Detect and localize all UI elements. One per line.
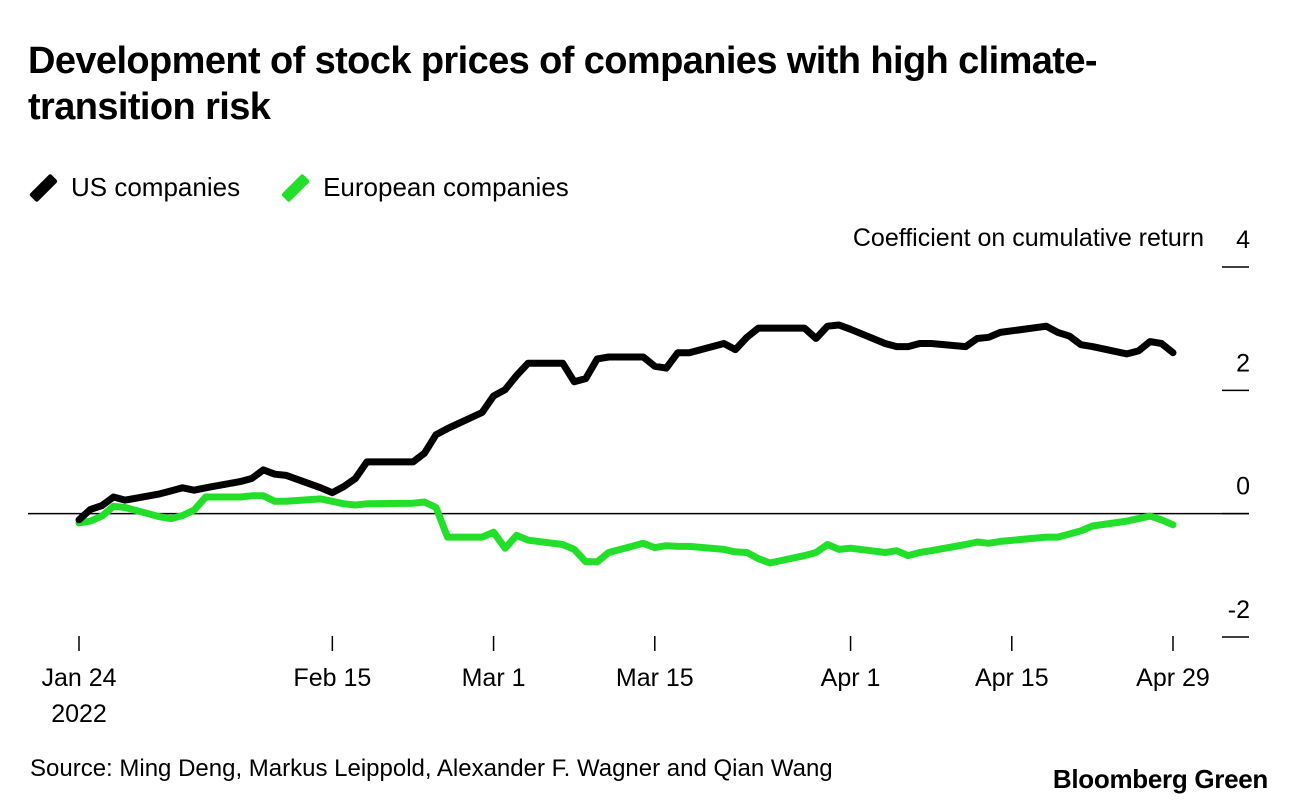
y-tick-label: -2 bbox=[1228, 596, 1250, 624]
axis-layer: Coefficient on cumulative return 4 2 0 -2 Jan… bbox=[28, 224, 1250, 728]
x-tick-label: Mar 1 bbox=[462, 664, 526, 692]
x-tick-label: Feb 15 bbox=[293, 664, 371, 692]
x-tick-label: Apr 29 bbox=[1136, 664, 1210, 692]
y-axis-label: Coefficient on cumulative return bbox=[853, 224, 1204, 252]
source-note: Source: Ming Deng, Markus Leippold, Alex… bbox=[30, 755, 833, 782]
x-tick-label: Apr 1 bbox=[821, 664, 881, 692]
series-line-us-companies bbox=[75, 321, 1177, 524]
chart-legend: US companies European companies bbox=[29, 172, 611, 203]
legend-label-europe: European companies bbox=[323, 172, 569, 202]
x-tick-sublabel: 2022 bbox=[51, 700, 107, 728]
y-tick-label: 2 bbox=[1236, 349, 1250, 377]
brand-logo: Bloomberg Green bbox=[1052, 764, 1268, 794]
x-tick-label: Mar 15 bbox=[616, 664, 694, 692]
x-tick-label: Apr 15 bbox=[975, 664, 1049, 692]
chart-title: Development of stock prices of companies… bbox=[28, 40, 1098, 128]
legend-item-europe: European companies bbox=[281, 172, 569, 203]
legend-item-us: US companies bbox=[29, 172, 241, 203]
legend-label-us: US companies bbox=[71, 172, 241, 202]
x-tick-label: Jan 24 bbox=[41, 664, 116, 692]
series-line-european-companies bbox=[75, 492, 1177, 567]
y-tick-label: 0 bbox=[1236, 473, 1250, 501]
series-layer bbox=[75, 321, 1177, 567]
line-chart: Coefficient on cumulative return 4 2 0 -2 Jan… bbox=[28, 224, 1250, 728]
y-tick-label: 4 bbox=[1236, 226, 1250, 254]
